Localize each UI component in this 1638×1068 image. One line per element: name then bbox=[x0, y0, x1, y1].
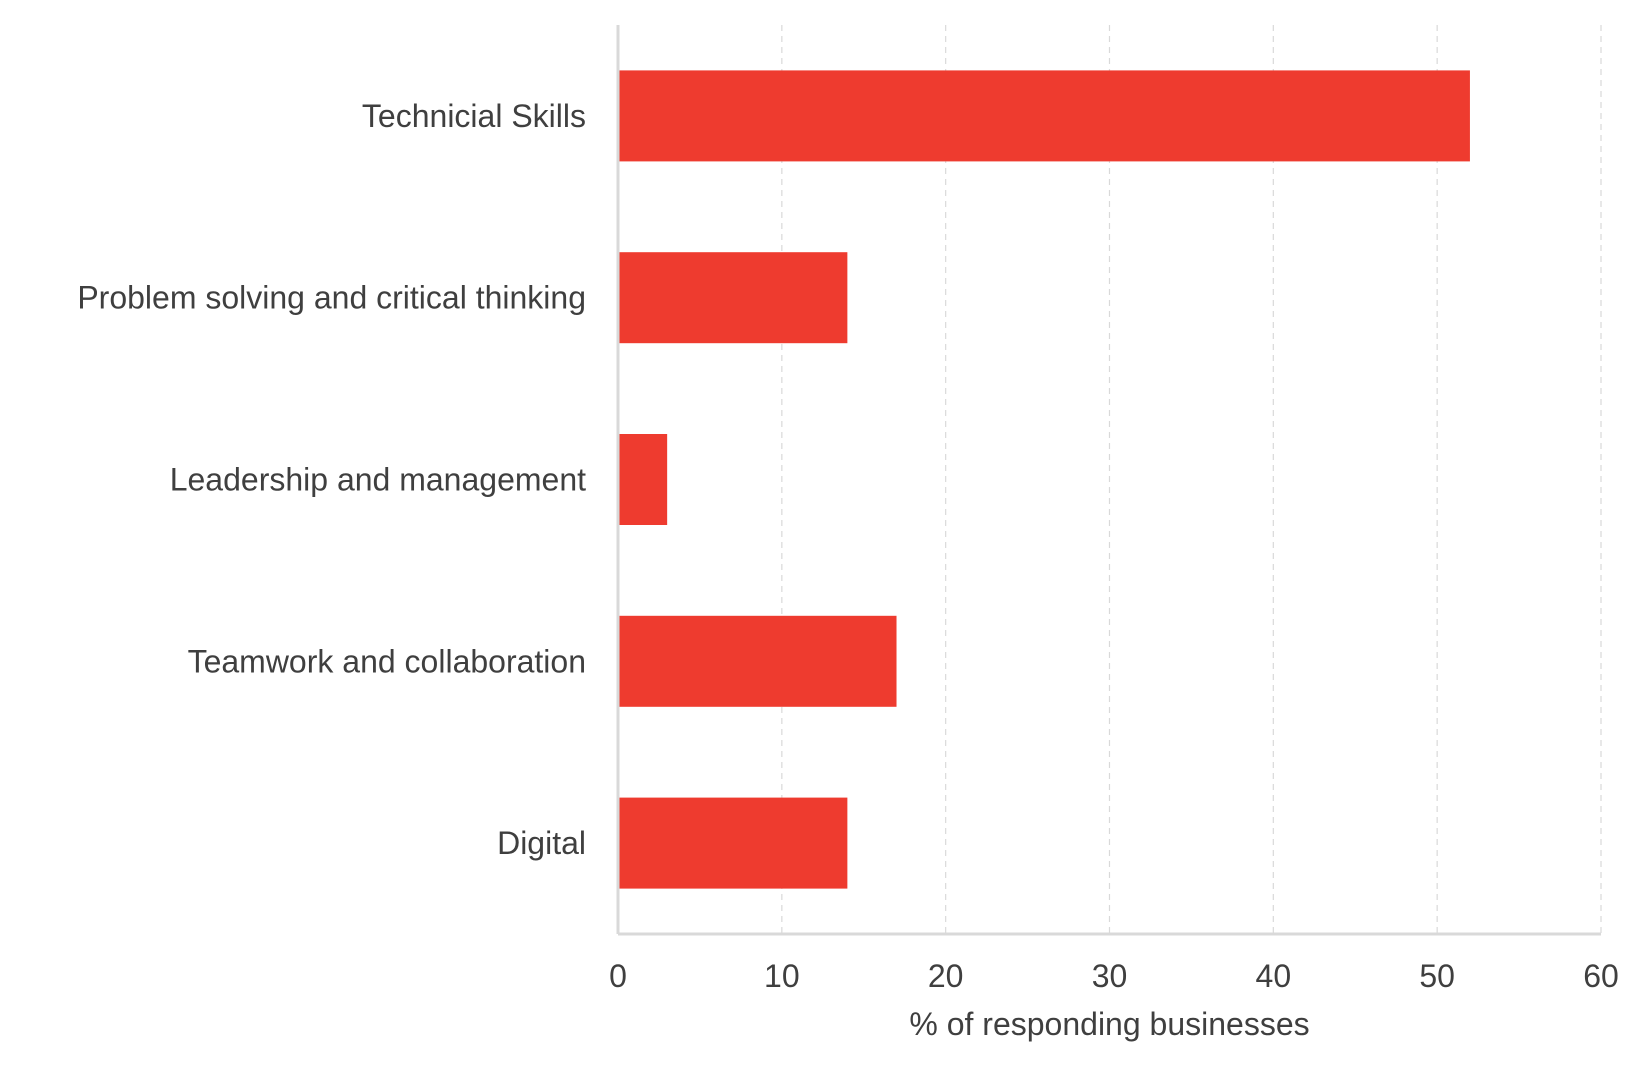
bar-1 bbox=[618, 252, 848, 344]
bar-4 bbox=[618, 797, 848, 889]
category-label-1: Problem solving and critical thinking bbox=[77, 280, 586, 316]
category-label-2: Leadership and management bbox=[170, 462, 586, 498]
x-tick-label-40: 40 bbox=[1256, 958, 1292, 994]
bars bbox=[618, 70, 1470, 889]
bar-3 bbox=[618, 615, 897, 707]
tick-labels: 0 10 20 30 40 50 60 bbox=[609, 958, 1619, 994]
category-label-3: Teamwork and collaboration bbox=[188, 643, 586, 679]
category-labels: Technicial Skills Problem solving and cri… bbox=[77, 98, 586, 861]
bar-0 bbox=[618, 70, 1470, 162]
category-label-0: Technicial Skills bbox=[362, 98, 586, 134]
x-tick-label-10: 10 bbox=[764, 958, 800, 994]
x-axis-title: % of responding businesses bbox=[909, 1006, 1309, 1042]
x-tick-label-60: 60 bbox=[1583, 958, 1619, 994]
x-tick-label-0: 0 bbox=[609, 958, 627, 994]
axes bbox=[616, 25, 1601, 936]
bar-2 bbox=[618, 434, 668, 525]
x-tick-label-50: 50 bbox=[1419, 958, 1455, 994]
x-tick-label-20: 20 bbox=[928, 958, 964, 994]
gridlines bbox=[781, 25, 1602, 934]
x-tick-label-30: 30 bbox=[1092, 958, 1128, 994]
category-label-4: Digital bbox=[497, 825, 586, 861]
